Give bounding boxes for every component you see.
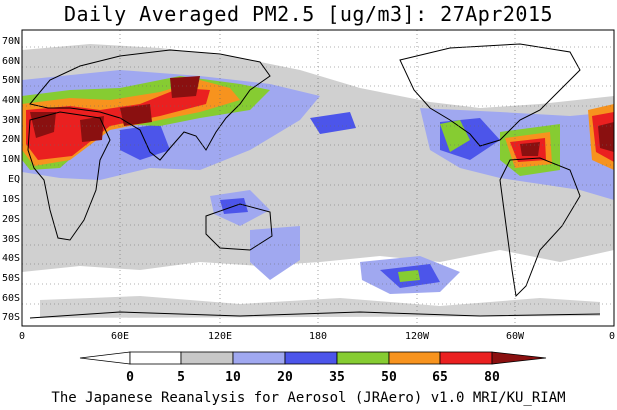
colorbar-label: 80 (484, 370, 500, 385)
lon-label: 180 (309, 331, 327, 342)
longitude-axis: 0 60E 120E 180 120W 60W 0 (19, 331, 615, 342)
lat-label: 70S (2, 312, 20, 323)
colorbar-label: 35 (329, 370, 345, 385)
lat-label: 10S (2, 194, 20, 205)
colorbar-segment (232, 351, 286, 365)
map-frame (21, 29, 615, 327)
colorbar-label: 5 (177, 370, 185, 385)
lat-label: 10N (2, 154, 20, 165)
pm25-band-10-20 (250, 226, 300, 280)
coastline-antarctica (29, 311, 601, 319)
lat-label: 60S (2, 293, 20, 304)
pm25-band-80-plus (598, 122, 614, 152)
colorbar-segment (129, 351, 182, 365)
lat-label: 60N (2, 56, 20, 67)
lat-label: 30N (2, 115, 20, 126)
colorbar-segment (180, 351, 234, 365)
colorbar-segment (284, 351, 338, 365)
colorbar-label: 0 (126, 370, 134, 385)
lat-label: 30S (2, 234, 20, 245)
pm25-band-80-plus (520, 142, 540, 156)
lon-label: 120W (405, 331, 430, 342)
colorbar-label: 20 (277, 370, 293, 385)
pm25-band-80-plus (170, 76, 200, 98)
colorbar-label: 65 (432, 370, 448, 385)
lon-label: 0 (19, 331, 25, 342)
colorbar-segment (79, 351, 131, 365)
coastline-europe-asia (29, 49, 271, 161)
lat-label: 40S (2, 253, 20, 264)
gridlines (22, 30, 614, 326)
lon-label: 60E (111, 331, 129, 342)
colorbar-label: 10 (225, 370, 241, 385)
pm25-band-35-50 (398, 270, 420, 282)
lat-label: 20S (2, 214, 20, 225)
colorbar-segment (388, 351, 441, 365)
pm25-band-80-plus (120, 104, 152, 126)
lat-label: 50S (2, 273, 20, 284)
pm25-band-20-35 (310, 112, 356, 134)
lat-label: 50N (2, 75, 20, 86)
colorbar-segment (336, 351, 390, 365)
map-title: Daily Averaged PM2.5 [ug/m3]: 27Apr2015 (63, 2, 554, 26)
pm25-band-5-10 (40, 296, 600, 318)
pm25-band-80-plus (80, 116, 104, 142)
coastline-australia (205, 203, 273, 251)
pm25-band-65-80 (26, 88, 210, 160)
coastlines (27, 43, 601, 319)
lon-label: 0 (609, 331, 615, 342)
lat-label: 40N (2, 95, 20, 106)
footer-credit: The Japanese Reanalysis for Aerosol (JRA… (51, 390, 566, 406)
colorbar-segment (439, 351, 493, 365)
colorbar: 0 5 10 20 35 50 65 80 (79, 351, 547, 385)
coastline-south-america (499, 157, 581, 298)
colorbar-segment (491, 351, 547, 365)
colorbar-label: 50 (381, 370, 397, 385)
latitude-axis: 70N 60N 50N 40N 30N 20N 10N EQ 10S 20S 3… (2, 36, 20, 323)
coastline-africa (27, 111, 111, 241)
lat-label: EQ (8, 174, 20, 185)
lon-label: 60W (506, 331, 525, 342)
lon-label: 120E (208, 331, 232, 342)
pm25-band-35-50 (440, 120, 470, 152)
lat-label: 70N (2, 36, 20, 47)
coastline-north-america (399, 43, 581, 147)
lat-label: 20N (2, 134, 20, 145)
